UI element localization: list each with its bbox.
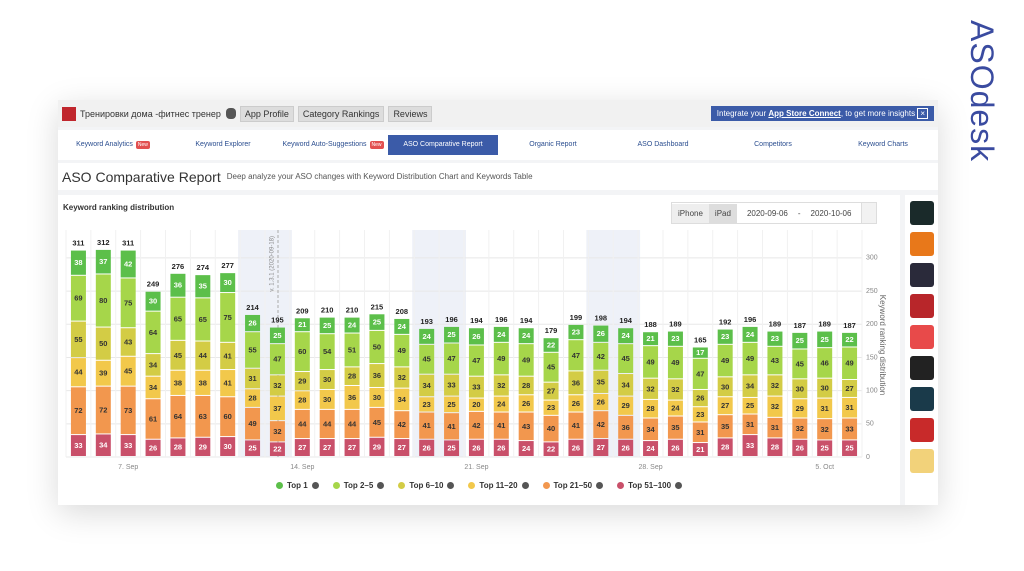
header-button[interactable]: Category Rankings xyxy=(297,105,385,122)
nav-tab[interactable]: Organic Report xyxy=(498,135,608,155)
page-subtitle: Deep analyze your ASO changes with Keywo… xyxy=(226,172,533,181)
nav-tab[interactable]: ASO Comparative Report xyxy=(388,135,498,155)
device-button[interactable]: iPad xyxy=(708,203,737,223)
badge: New xyxy=(369,141,384,149)
legend-item[interactable]: Top 1 xyxy=(275,481,319,490)
title-bar: ASO Comparative Report Deep analyze your… xyxy=(58,163,938,190)
legend-swatch xyxy=(617,482,625,489)
date-from[interactable]: 2020-09-06 xyxy=(746,208,788,218)
app-icons xyxy=(905,195,938,505)
legend-item[interactable]: Top 51–100 xyxy=(617,481,683,490)
page-title: ASO Comparative Report xyxy=(62,168,221,185)
nav-tab[interactable]: Keyword Analytics New xyxy=(58,135,168,155)
help-icon[interactable] xyxy=(596,482,604,489)
help-icon[interactable] xyxy=(377,482,385,489)
app-icon xyxy=(62,106,76,121)
nav-label: Keyword Explorer xyxy=(195,141,251,148)
nav-tab[interactable]: ASO Dashboard xyxy=(608,135,718,155)
legend-swatch xyxy=(542,482,550,489)
legend-swatch xyxy=(398,482,406,489)
legend-item[interactable]: Top 21–50 xyxy=(542,481,604,490)
nav-label: ASO Dashboard xyxy=(637,141,689,148)
help-icon[interactable] xyxy=(311,482,319,489)
nav-tab[interactable]: Keyword Charts xyxy=(828,135,938,155)
help-icon[interactable] xyxy=(521,482,529,489)
nav-tab[interactable]: Keyword Explorer xyxy=(168,135,278,155)
badge: New xyxy=(135,141,150,149)
nav-label: Competitors xyxy=(754,141,792,148)
legend-swatch xyxy=(275,482,283,489)
help-icon[interactable] xyxy=(675,482,683,489)
integrate-post: , to get more insights xyxy=(840,109,916,118)
nav-label: Keyword Auto-Suggestions xyxy=(282,141,367,148)
controls: iPhone iPad 2020-09-06 - 2020-10-06 xyxy=(671,202,878,224)
legend-item[interactable]: Top 2–5 xyxy=(332,481,385,490)
nav-label: Keyword Charts xyxy=(858,141,908,148)
legend-label: Top 11–20 xyxy=(479,481,518,490)
app-header: Тренировки дома -фитнес тренер App Profi… xyxy=(58,100,938,127)
brand: ASOdesk xyxy=(962,20,1002,163)
device-button[interactable]: iPhone xyxy=(672,203,709,223)
date-sep: - xyxy=(797,208,801,218)
legend-item[interactable]: Top 11–20 xyxy=(468,481,529,490)
nav-tab[interactable]: Keyword Auto-Suggestions New xyxy=(278,135,388,155)
legend: Top 1 Top 2–5 Top 6–10 Top 11–20 Top 21–50 To… xyxy=(58,481,900,490)
app-name: Тренировки дома -фитнес тренер xyxy=(80,108,221,119)
legend-label: Top 1 xyxy=(286,481,308,490)
integrate-link[interactable]: App Store Connect xyxy=(768,109,841,118)
chart-panel: Keyword ranking distribution iPhone iPad… xyxy=(58,195,900,505)
integrate-banner[interactable]: Integrate your App Store Connect, to get… xyxy=(710,106,934,121)
apple-icon xyxy=(225,108,236,119)
nav-tab[interactable]: Competitors xyxy=(718,135,828,155)
integrate-pre: Integrate your xyxy=(716,109,767,118)
nav-label: Organic Report xyxy=(529,141,577,148)
date-to[interactable]: 2020-10-06 xyxy=(810,208,852,218)
header-button[interactable]: Reviews xyxy=(388,105,433,122)
legend-swatch xyxy=(468,482,476,489)
legend-swatch xyxy=(332,482,340,489)
legend-label: Top 6–10 xyxy=(409,481,444,490)
help-icon[interactable] xyxy=(447,482,455,489)
header-button[interactable]: App Profile xyxy=(239,105,294,122)
nav: Keyword Analytics New Keyword Explorer Ke… xyxy=(58,130,938,160)
legend-label: Top 51–100 xyxy=(628,481,672,490)
legend-label: Top 2–5 xyxy=(343,481,374,490)
nav-label: Keyword Analytics xyxy=(76,141,133,148)
legend-item[interactable]: Top 6–10 xyxy=(398,481,455,490)
brand-text: ASOdesk xyxy=(964,20,1000,163)
chart-title: Keyword ranking distribution xyxy=(63,203,175,212)
nav-label: ASO Comparative Report xyxy=(403,141,483,148)
calendar-icon[interactable] xyxy=(861,203,877,223)
legend-label: Top 21–50 xyxy=(553,481,593,490)
